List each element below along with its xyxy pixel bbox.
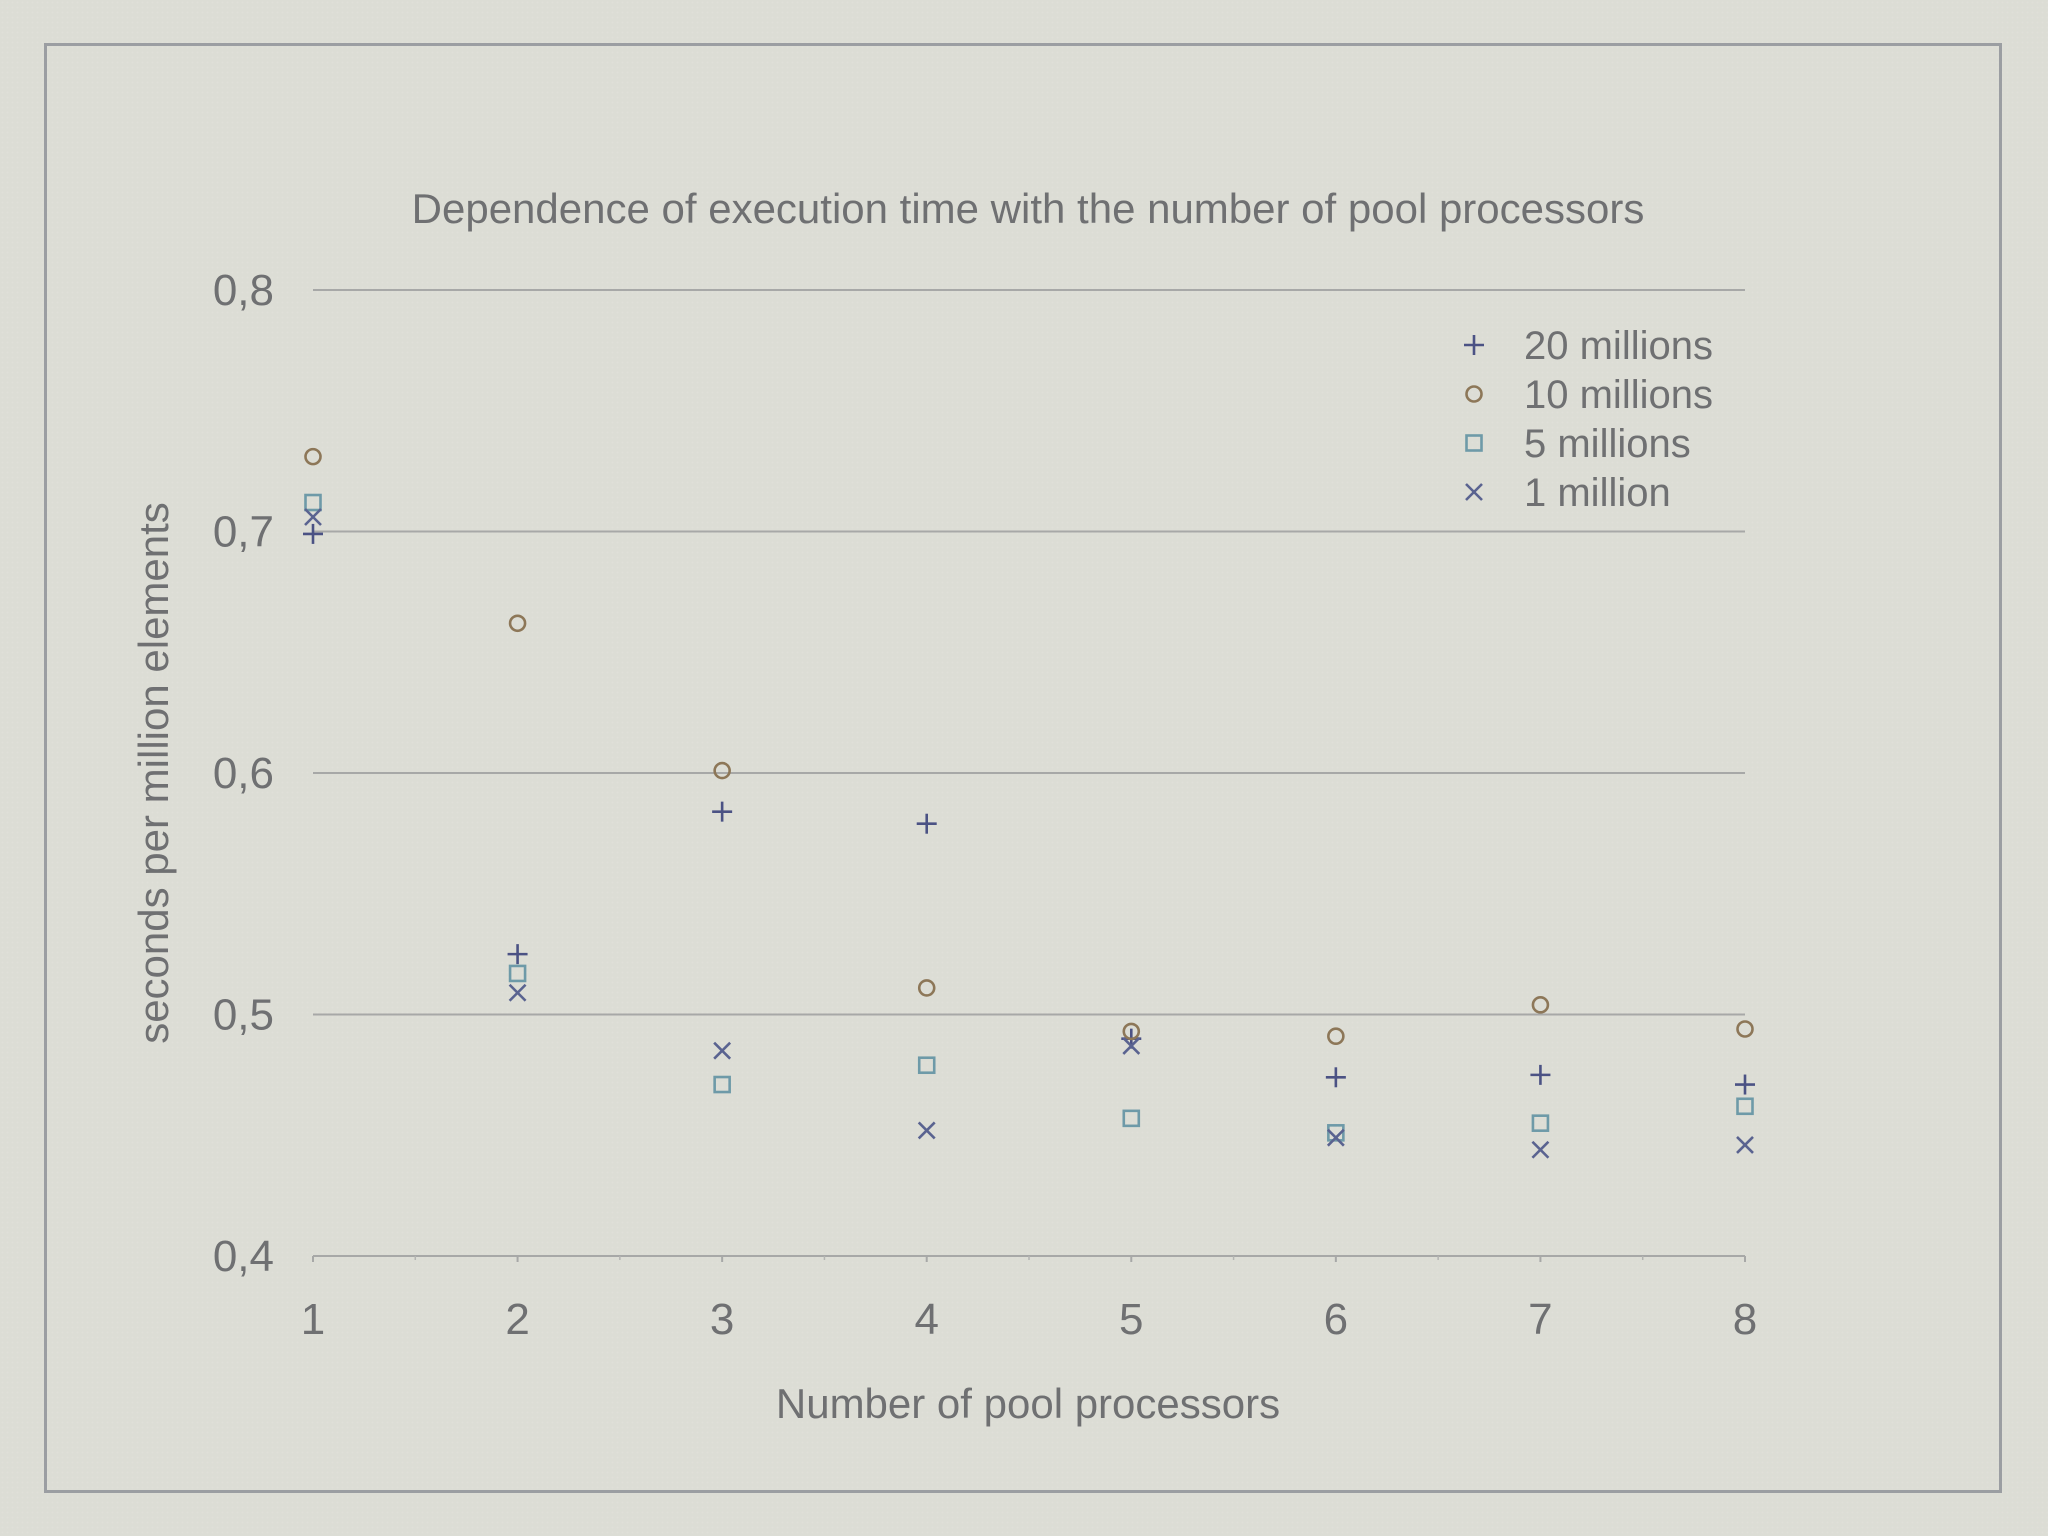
x-axis-label: Number of pool processors	[776, 1380, 1280, 1427]
data-point-s3-5	[1326, 1128, 1345, 1147]
chart-frame	[44, 43, 2002, 1493]
data-point-s0-2	[712, 801, 733, 822]
data-point-s0-5	[1325, 1067, 1346, 1088]
data-point-s1-6	[1531, 996, 1550, 1014]
legend-item-2: 5 millions	[1465, 422, 1691, 466]
grid-lines	[313, 289, 1745, 1257]
x-tick-label-2: 3	[710, 1295, 734, 1344]
legend-label-2: 5 millions	[1524, 422, 1691, 466]
data-point-s1-5	[1327, 1027, 1345, 1046]
x-tick-label-4: 5	[1119, 1295, 1143, 1344]
legend-marker-2	[1465, 434, 1483, 452]
x-axis	[312, 1256, 1746, 1262]
x-tick-label-1: 2	[505, 1295, 529, 1344]
series-1	[304, 447, 1754, 1046]
data-point-s2-6	[1531, 1114, 1550, 1132]
data-point-s1-7	[1736, 1020, 1754, 1038]
series-2	[304, 493, 1754, 1142]
x-tick-label-5: 6	[1324, 1295, 1348, 1344]
data-point-s0-3	[916, 813, 937, 834]
series-0	[303, 523, 1755, 1095]
legend-label-3: 1 million	[1524, 471, 1671, 515]
data-point-s2-2	[713, 1075, 731, 1094]
data-point-s1-4	[1122, 1022, 1141, 1041]
data-point-s3-1	[508, 983, 527, 1002]
series-3	[304, 508, 1754, 1159]
data-point-s0-7	[1735, 1074, 1755, 1095]
x-tick-labels: 1 2 3 4 5 6 7 8	[301, 1295, 1757, 1344]
legend-item-3: 1 million	[1465, 471, 1671, 515]
data-point-s0-6	[1530, 1064, 1551, 1085]
data-point-s1-0	[304, 447, 322, 466]
data-point-s2-7	[1736, 1097, 1754, 1116]
y-tick-labels: 0,4 0,5 0,6 0,7 0,8	[213, 266, 274, 1281]
data-point-s3-3	[917, 1121, 936, 1140]
y-tick-label-2: 0,6	[213, 749, 274, 798]
data-point-s3-7	[1736, 1135, 1754, 1154]
legend: 20 millions 10 millions 5 millions 1 millio…	[1464, 324, 1713, 515]
data-point-s3-6	[1531, 1140, 1550, 1159]
legend-item-1: 10 millions	[1465, 373, 1713, 417]
legend-label-0: 20 millions	[1524, 324, 1713, 368]
x-tick-label-7: 8	[1733, 1295, 1757, 1344]
data-point-s2-5	[1327, 1124, 1345, 1142]
data-point-s2-3	[917, 1056, 936, 1075]
data-series	[303, 447, 1755, 1159]
y-axis-label: seconds per million elements	[130, 502, 177, 1044]
y-tick-label-4: 0,8	[213, 266, 274, 315]
data-point-s2-4	[1122, 1109, 1141, 1128]
legend-marker-1	[1465, 385, 1483, 403]
x-tick-label-0: 1	[301, 1295, 325, 1344]
y-tick-label-1: 0,5	[213, 991, 274, 1040]
data-point-s1-3	[917, 979, 936, 997]
legend-item-0: 20 millions	[1464, 324, 1713, 368]
legend-marker-3	[1465, 483, 1483, 501]
data-point-s3-2	[713, 1041, 732, 1060]
data-point-s2-0	[304, 493, 322, 512]
x-tick-label-6: 7	[1528, 1295, 1552, 1344]
legend-label-1: 10 millions	[1524, 373, 1713, 417]
y-tick-label-0: 0,4	[213, 1232, 274, 1281]
data-point-s3-0	[304, 508, 322, 526]
data-point-s0-1	[507, 944, 528, 965]
data-point-s1-1	[508, 614, 527, 633]
data-point-s1-2	[713, 761, 731, 780]
data-point-s0-0	[303, 523, 323, 544]
y-tick-label-3: 0,7	[213, 508, 274, 557]
data-point-s3-4	[1122, 1036, 1141, 1055]
data-point-s2-1	[508, 964, 527, 983]
chart-title: Dependence of execution time with the nu…	[412, 185, 1645, 232]
legend-marker-0	[1464, 335, 1484, 355]
x-tick-label-3: 4	[914, 1295, 938, 1344]
